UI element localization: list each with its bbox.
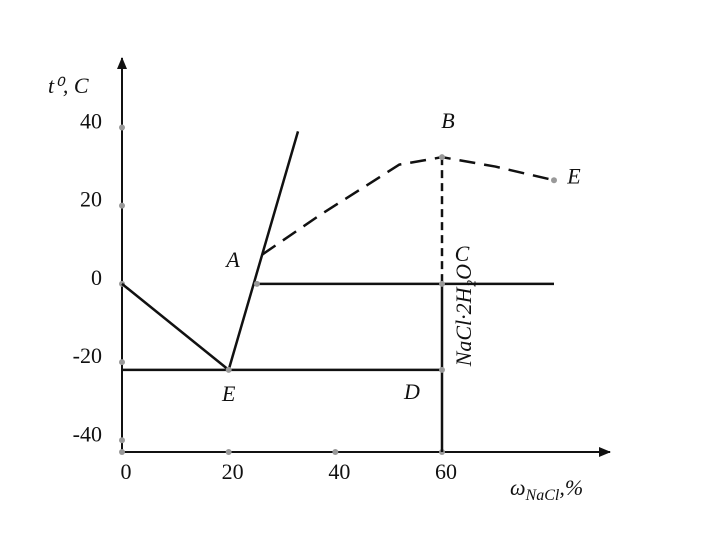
- point-label: D: [403, 379, 420, 404]
- phase-line: [227, 131, 300, 371]
- x-tick-mark: [225, 449, 232, 455]
- x-label-unit: ,%: [559, 475, 583, 500]
- point-label: A: [224, 247, 240, 272]
- phase-line: [121, 282, 230, 371]
- y-tick-mark: [119, 124, 125, 131]
- x-label-subscript: NaCl: [525, 487, 560, 504]
- y-tick-mark: [119, 202, 125, 209]
- point-marker: [439, 366, 445, 373]
- x-tick-label: 40: [328, 459, 350, 484]
- y-tick-mark: [119, 437, 125, 444]
- y-tick-mark: [119, 359, 125, 366]
- point-label: E: [221, 381, 236, 406]
- point-marker: [253, 280, 260, 287]
- y-tick-label: 20: [80, 187, 102, 212]
- x-tick-label: 60: [435, 459, 457, 484]
- point-label: B: [441, 108, 454, 133]
- point-marker: [225, 366, 232, 373]
- phase-label: NaCl·2H₂O: [451, 264, 476, 367]
- x-axis-label: ωNaCl,%: [510, 475, 583, 504]
- point-marker: [439, 280, 445, 287]
- y-tick-label: -40: [73, 421, 102, 446]
- point-marker: [551, 177, 557, 184]
- x-label-symbol: ω: [510, 475, 526, 500]
- x-tick-label: 20: [222, 459, 244, 484]
- x-tick-mark: [332, 449, 339, 455]
- x-tick-label: 0: [121, 459, 132, 484]
- point-marker: [439, 154, 445, 161]
- point-label: E: [566, 163, 581, 188]
- phase-line: [261, 155, 555, 256]
- y-tick-label: -20: [73, 343, 102, 368]
- x-tick-mark: [119, 449, 125, 455]
- y-axis-label: t⁰, C: [48, 73, 89, 98]
- y-tick-label: 40: [80, 109, 102, 134]
- point-label: C: [455, 241, 470, 266]
- y-tick-label: 0: [91, 265, 102, 290]
